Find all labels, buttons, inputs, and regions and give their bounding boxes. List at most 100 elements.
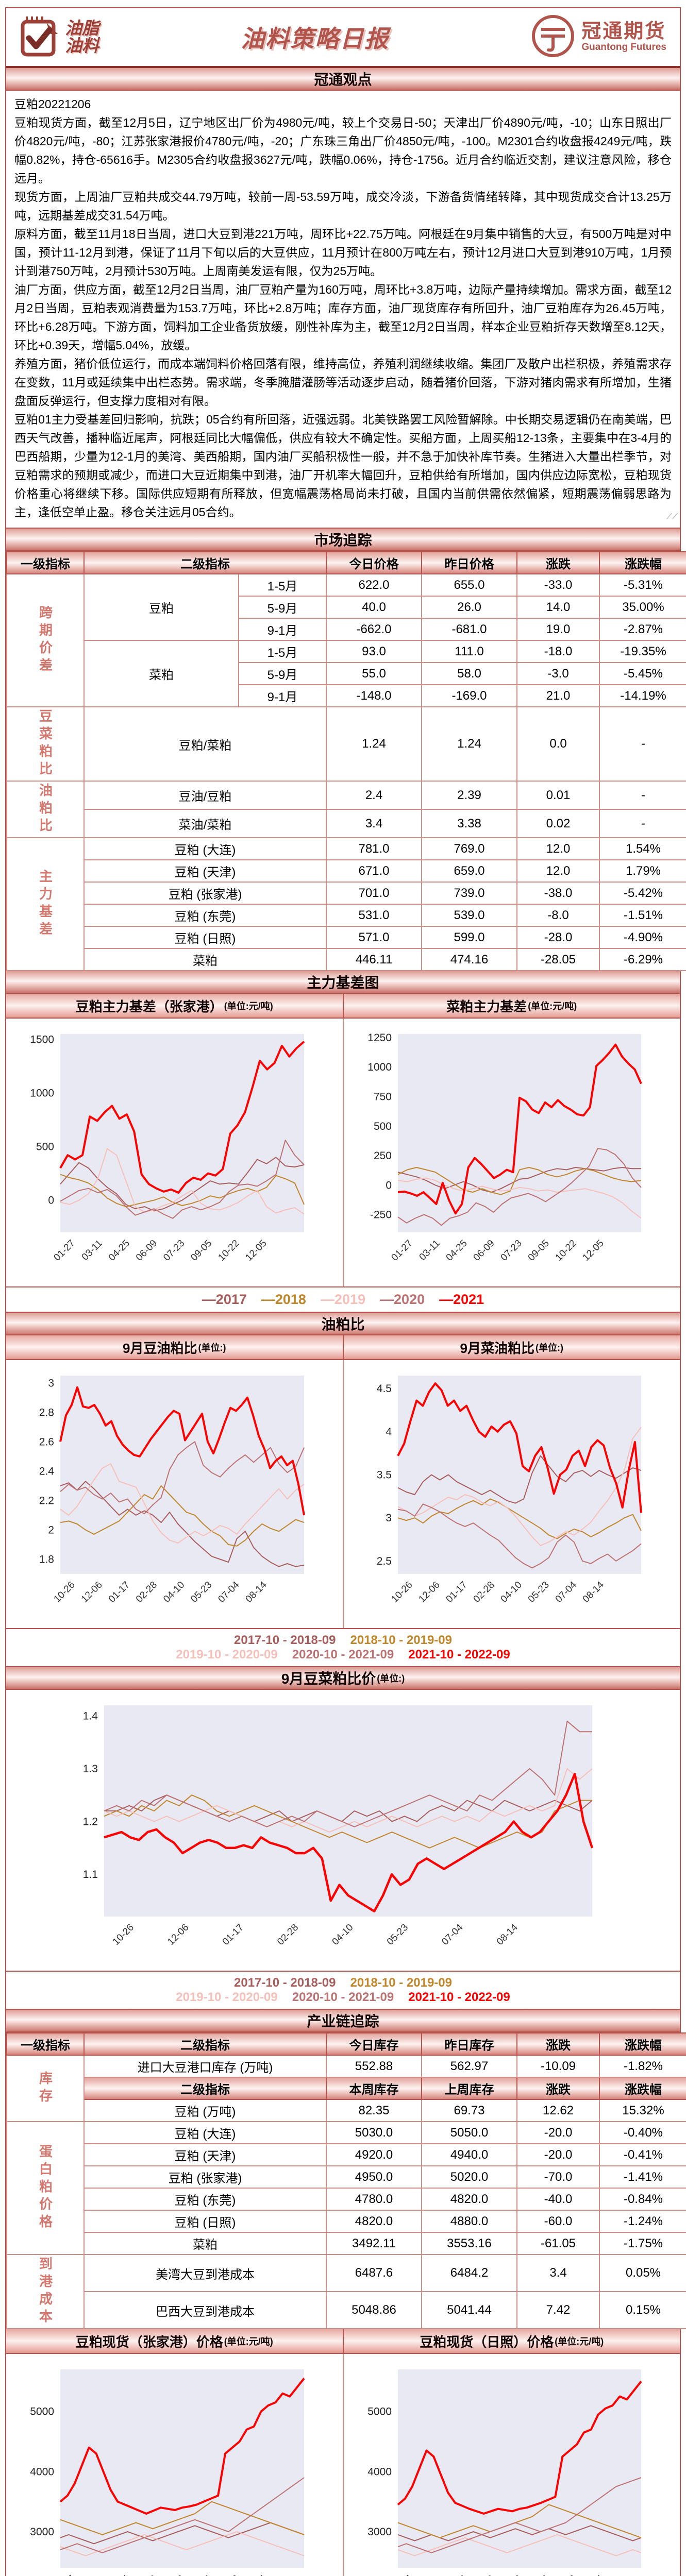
report-document: 油脂 油料 油料策略日报 冠通期货 Guantong Futures 冠通观点 豆… (5, 7, 686, 2576)
svg-text:3: 3 (48, 1377, 54, 1389)
table-subheader-row: 二级指标 本周库存 上周库存 涨跌 涨跌幅 (7, 2077, 686, 2100)
section-banner-basis-charts: 主力基差图 (6, 971, 680, 994)
legend-item: —2021 (439, 1292, 484, 1307)
viewpoint-paragraph: 豆粕现货方面，截至12月5日，辽宁地区出厂价为4980元/吨，较上个交易日-50… (14, 116, 672, 185)
table-row: 豆粕 (万吨) 82.35 69.73 12.62 15.32% (7, 2099, 686, 2122)
svg-text:07-04: 07-04 (440, 1922, 465, 1947)
legend-item: 2019-10 - 2020-09 (176, 1990, 278, 2004)
svg-text:07-04: 07-04 (554, 1579, 579, 1605)
svg-text:07-23: 07-23 (499, 2573, 524, 2576)
chart-title-row: 豆粕现货（张家港）价格 (单位:元/吨) 豆粕现货（日照）价格 (单位:元/吨) (6, 2329, 680, 2354)
svg-text:3000: 3000 (30, 2526, 54, 2538)
svg-text:01-17: 01-17 (444, 1580, 470, 1605)
rape-meal-basis-chart: -250 0 250 500 750 1000 1250 01-27 03-11 04-25 06-… (343, 1019, 680, 1286)
section-banner-oil-meal-ratio: 油粕比 (6, 1313, 680, 1335)
legend-item: 2020-10 - 2021-09 (292, 1990, 394, 2004)
section-banner-viewpoint: 冠通观点 (6, 68, 680, 91)
svg-text:4: 4 (386, 1426, 392, 1438)
resize-handle-icon: ⟋⟋ (666, 513, 678, 521)
svg-text:0: 0 (386, 1179, 392, 1191)
soy-meal-spot-rizhao-chart: 3000 4000 5000 01-2703-1104-2506-0907-2309-… (343, 2354, 680, 2576)
legend-item: —2020 (380, 1292, 425, 1307)
table-row: 豆粕 (张家港) 701.0 739.0 -38.0 -5.42% (7, 882, 686, 905)
table-header-row: 一级指标 二级指标 今日库存 昨日库存 涨跌 涨跌幅 (6, 2032, 686, 2056)
svg-text:08-14: 08-14 (581, 1579, 607, 1605)
soy-oil-meal-ratio-chart: 1.8 2 2.2 2.4 2.6 2.8 3 10-26 12-06 01-17 02-28 04-… (6, 1360, 343, 1628)
svg-text:3000: 3000 (367, 2526, 392, 2538)
svg-text:12-05: 12-05 (244, 1238, 269, 1263)
guantong-ring-icon (531, 14, 575, 61)
svg-text:5000: 5000 (30, 2406, 54, 2418)
legend-item: 2018-10 - 2019-09 (350, 1633, 452, 1647)
svg-text:01-27: 01-27 (52, 1238, 77, 1263)
svg-text:1250: 1250 (367, 1032, 392, 1044)
chart-canvas: 1.8 2 2.2 2.4 2.6 2.8 3 10-26 12-06 01-17 02-28 04-… (39, 1376, 305, 1605)
table-row: 豆粕 (日照) 4820.0 4880.0 -60.0 -1.24% (7, 2210, 686, 2233)
svg-text:04-10: 04-10 (499, 1580, 524, 1605)
svg-text:01-27: 01-27 (389, 1238, 414, 1263)
svg-text:02-28: 02-28 (275, 1922, 300, 1947)
svg-text:1.4: 1.4 (83, 1710, 98, 1722)
table-row: 9-1月 -662.0 -681.0 19.0 -2.87% (7, 618, 686, 641)
svg-text:10-26: 10-26 (389, 1580, 414, 1605)
svg-text:1.2: 1.2 (83, 1816, 98, 1828)
svg-text:04-25: 04-25 (107, 2573, 132, 2576)
soy-meal-basis-chart: 0 500 1000 1500 01-27 03-11 04-25 06-09 07-23 09-… (6, 1019, 343, 1286)
svg-text:09-05: 09-05 (526, 1238, 551, 1263)
svg-text:07-23: 07-23 (161, 1238, 187, 1263)
brand-logo: 冠通期货 Guantong Futures (531, 14, 666, 61)
table-row: 菜油/菜粕 3.4 3.38 0.02- (7, 809, 686, 838)
svg-text:06-09: 06-09 (134, 1238, 159, 1263)
chart-canvas: -250 0 250 500 750 1000 1250 01-27 03-11 04-25 06-… (367, 1032, 642, 1263)
svg-text:01-27: 01-27 (389, 2573, 414, 2576)
svg-text:4000: 4000 (367, 2466, 392, 2478)
chart-title-row: 豆粕主力基差（张家港） (单位:元/吨) 菜粕主力基差 (单位:元/吨) (6, 994, 680, 1019)
chart-title-row: 9月豆油粕比 (单位:) 9月菜油粕比 (单位:) (6, 1335, 680, 1360)
svg-text:2.2: 2.2 (39, 1495, 54, 1506)
table-row: 蛋白粕价格 豆粕 (大连) 5030.0 5050.0 -20.0 -0.40% (6, 2121, 686, 2255)
svg-text:2.4: 2.4 (39, 1465, 55, 1477)
svg-text:1.3: 1.3 (83, 1763, 98, 1775)
product-logo: 油脂 油料 (20, 14, 99, 60)
viewpoint-paragraph: 豆粕20221206 (14, 97, 91, 111)
svg-text:01-17: 01-17 (107, 1580, 132, 1605)
svg-text:06-09: 06-09 (472, 2573, 497, 2576)
svg-text:750: 750 (374, 1091, 392, 1103)
industry-table: 一级指标 二级指标 今日库存 昨日库存 涨跌 涨跌幅 库存 进口大豆港口库存 (… (6, 2032, 686, 2329)
chart-canvas: 0 500 1000 1500 01-27 03-11 04-25 06-09 07-23 09-… (30, 1033, 305, 1263)
table-row: 豆粕 (张家港) 4950.0 5020.0 -70.0 -1.41% (7, 2165, 686, 2189)
svg-text:12-05: 12-05 (581, 2573, 606, 2576)
svg-text:02-28: 02-28 (472, 1580, 497, 1605)
chart-title-spot-rizhao: 豆粕现货（日照）价格 (单位:元/吨) (342, 2329, 680, 2353)
legend-item: —2018 (261, 1292, 306, 1307)
viewpoint-paragraph: 原料方面，截至11月18日当周，进口大豆到港221万吨，周环比+22.75万吨。… (14, 227, 672, 278)
table-row: 豆菜粕比 豆粕/菜粕 1.24 1.24 0.0- (6, 706, 686, 782)
svg-text:03-11: 03-11 (417, 2573, 442, 2576)
table-row: 菜粕 446.11 474.16 -28.05 -6.29% (7, 948, 686, 971)
svg-text:05-23: 05-23 (189, 1580, 214, 1605)
brand-name-cn: 冠通期货 (581, 21, 666, 42)
svg-text:08-14: 08-14 (244, 1579, 270, 1605)
table-row: 主力基差 豆粕 (大连) 781.0 769.0 12.0 1.54% (6, 837, 686, 971)
svg-text:500: 500 (374, 1121, 392, 1132)
viewpoint-paragraph: 油厂方面，供应方面，截至12月2日当周，油厂豆粕产量为160万吨，周环比+3.8… (14, 283, 672, 352)
table-row: 豆粕 (日照) 571.0 599.0 -28.0 -4.90% (7, 926, 686, 949)
svg-text:05-23: 05-23 (526, 1580, 551, 1605)
svg-text:03-11: 03-11 (80, 2573, 105, 2576)
rape-oil-meal-ratio-chart: 2.5 3 3.5 4 4.5 10-26 12-06 01-17 02-28 04-10 05-2… (343, 1360, 680, 1628)
legend-item: 2019-10 - 2020-09 (176, 1648, 278, 1662)
table-row: 豆粕 (天津) 4920.0 4940.0 -20.0 -0.41% (7, 2143, 686, 2166)
table-row: 菜粕 1-5月 93.0 111.0 -18.0 -19.35% (7, 640, 686, 707)
section-banner-bean-rape-ratio: 9月豆菜粕比价 (单位:) (6, 1667, 680, 1690)
svg-text:1000: 1000 (30, 1087, 54, 1099)
chart-canvas: 3000 4000 5000 01-2703-1104-2506-0907-2309-… (367, 2369, 642, 2576)
svg-text:4000: 4000 (30, 2466, 54, 2478)
table-row: 巴西大豆到港成本 5048.86 5041.44 7.42 0.15% (7, 2291, 686, 2329)
section-banner-market: 市场追踪 (6, 529, 680, 551)
legend-item: 2021-10 - 2022-09 (408, 1648, 510, 1662)
svg-text:10-26: 10-26 (111, 1922, 136, 1947)
chart-title-rape-basis: 菜粕主力基差 (单位:元/吨) (342, 994, 680, 1018)
legend-periods: 2017-10 - 2018-09 2018-10 - 2019-09 2019-1… (6, 1972, 680, 2010)
chart-title-soy-oil-ratio: 9月豆油粕比 (单位:) (6, 1335, 343, 1359)
table-row: 油粕比 豆油/豆粕 2.4 2.39 0.01- (6, 781, 686, 838)
